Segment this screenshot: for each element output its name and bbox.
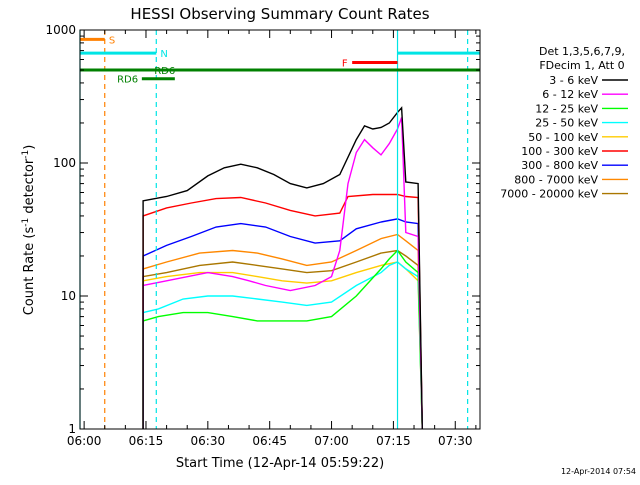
flag-label-1: N (160, 49, 167, 60)
legend-label-8: 7000 - 20000 keV (500, 188, 598, 201)
x-tick-label-2: 06:30 (191, 434, 226, 448)
series-line-7000-20000-kev (142, 249, 423, 430)
plot-frame (79, 29, 481, 430)
y-tick-label-3: 1000 (45, 23, 76, 37)
flag-label-3: F (342, 58, 348, 69)
y-axis-label-end: ) (22, 145, 37, 150)
series-line-3-6-kev (142, 106, 423, 430)
legend-label-2: 12 - 25 keV (535, 102, 598, 115)
series-line-100-300-kev (142, 193, 423, 430)
y-tick-label-1: 10 (61, 289, 76, 303)
chart-title: HESSI Observing Summary Count Rates (130, 5, 429, 23)
series-line-12-25-kev (142, 249, 423, 430)
legend-label-7: 800 - 7000 keV (514, 173, 598, 186)
y-tick-label-0: 1 (68, 422, 76, 436)
x-tick-label-5: 07:15 (376, 434, 411, 448)
y-axis-label: Count Rate (s-1 detector-1) (21, 145, 37, 316)
y-axis-label-main: Count Rate (s (22, 227, 37, 316)
legend-header-line-2: FDecim 1, Att 0 (539, 59, 624, 72)
y-axis-label-sup2: -1 (21, 150, 31, 159)
series-line-800-7000-kev (142, 233, 423, 430)
x-tick-label-4: 07:00 (314, 434, 349, 448)
legend-label-5: 100 - 300 keV (521, 145, 598, 158)
legend-label-0: 3 - 6 keV (549, 74, 598, 87)
y-axis-label-mid: detector (22, 158, 37, 218)
plot-area: S N F RD6 RD6 1 10 100 1000 06:00 06:15 06:30 06:45 0… (45, 23, 481, 448)
x-tick-label-6: 07:30 (438, 434, 473, 448)
x-tick-label-1: 06:15 (129, 434, 164, 448)
series-line-25-50-kev (142, 261, 423, 430)
series-line-300-800-kev (142, 218, 423, 430)
x-axis-label: Start Time (12-Apr-14 05:59:22) (176, 456, 384, 471)
flag-label-0: S (109, 35, 115, 46)
flag-label-5: RD6 (117, 75, 138, 86)
legend-header-line-1: Det 1,3,5,6,7,9, (539, 45, 625, 58)
flag-label-4: RD6 (154, 66, 175, 77)
legend-label-4: 50 - 100 keV (528, 131, 598, 144)
timestamp: 12-Apr-2014 07:54 (561, 467, 636, 476)
legend-label-6: 300 - 800 keV (521, 159, 598, 172)
x-tick-label-3: 06:45 (252, 434, 287, 448)
legend-label-3: 25 - 50 keV (535, 117, 598, 130)
x-tick-label-0: 06:00 (67, 434, 102, 448)
y-tick-label-2: 100 (53, 156, 76, 170)
y-axis-label-sup1: -1 (21, 218, 31, 227)
legend-label-1: 6 - 12 keV (542, 88, 598, 101)
series-line-6-12-kev (142, 117, 423, 430)
